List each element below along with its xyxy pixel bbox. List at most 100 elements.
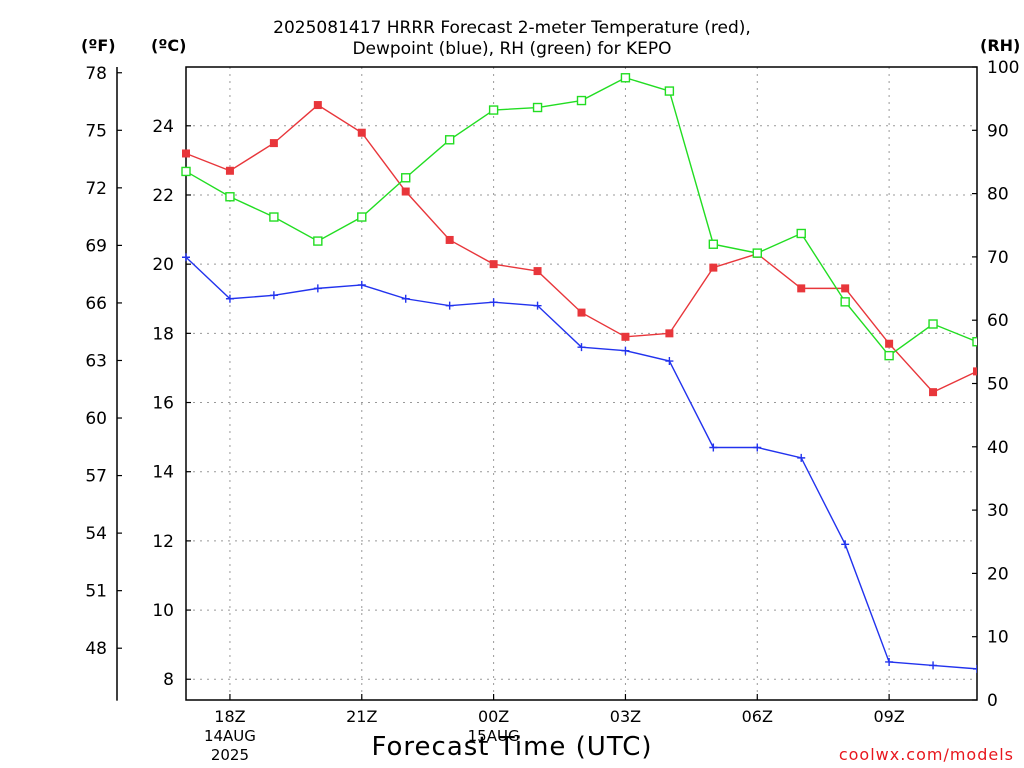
rh-point xyxy=(444,135,455,145)
x-tick-label: 06Z xyxy=(742,707,773,726)
rh-point xyxy=(884,350,894,361)
x-axis-title: Forecast Time (UTC) xyxy=(371,732,653,762)
dewpoint-point xyxy=(357,280,366,289)
fahrenheit-tick-label: 60 xyxy=(85,409,107,429)
fahrenheit-tick-label: 54 xyxy=(85,524,107,544)
rh-tick-label: 50 xyxy=(987,375,1009,395)
dewpoint-point xyxy=(445,301,454,310)
dewpoint-point xyxy=(533,301,542,310)
celsius-tick-label: 24 xyxy=(152,117,174,137)
temperature-point xyxy=(533,267,542,276)
rh-point xyxy=(532,102,543,113)
fahrenheit-tick-label: 48 xyxy=(85,639,107,659)
dewpoint-point xyxy=(225,294,234,303)
fahrenheit-unit-label: (ºF) xyxy=(81,36,116,55)
temperature-point xyxy=(401,187,410,196)
rh-tick-label: 90 xyxy=(987,121,1009,141)
fahrenheit-tick-label: 51 xyxy=(85,582,107,602)
temperature-point xyxy=(269,139,278,148)
fahrenheit-tick-label: 69 xyxy=(85,236,107,256)
celsius-tick-label: 22 xyxy=(152,186,174,206)
dewpoint-point xyxy=(313,284,322,293)
temperature-point xyxy=(709,263,718,272)
x-tick-label: 18Z xyxy=(214,707,245,726)
source-credit[interactable]: coolwx.com/models xyxy=(838,745,1014,764)
temperature-point xyxy=(929,388,938,397)
plot-frame xyxy=(185,66,978,701)
temperature-point xyxy=(841,284,850,293)
dewpoint-point xyxy=(577,343,586,352)
rh-point xyxy=(840,297,850,307)
rh-point xyxy=(752,248,762,258)
rh-point xyxy=(488,105,499,115)
dewpoint-point xyxy=(841,540,850,549)
fahrenheit-tick-label: 78 xyxy=(85,64,107,84)
chart-title-line2: Dewpoint (blue), RH (green) for KEPO xyxy=(352,39,672,59)
rh-point xyxy=(313,236,323,246)
rh-point xyxy=(401,173,411,183)
rh-point xyxy=(269,212,279,222)
x-tick-label: 09Z xyxy=(873,707,904,726)
chart-title-line1: 2025081417 HRRR Forecast 2-meter Tempera… xyxy=(273,18,751,38)
celsius-tick-label: 12 xyxy=(152,532,174,552)
rh-tick-label: 10 xyxy=(987,628,1009,648)
rh-point xyxy=(181,166,191,177)
dewpoint-point xyxy=(489,298,498,307)
dewpoint-point xyxy=(929,661,938,670)
celsius-tick-label: 18 xyxy=(152,324,174,344)
rh-tick-label: 0 xyxy=(987,691,998,711)
dewpoint-point xyxy=(665,357,674,366)
temperature-point xyxy=(445,235,454,244)
celsius-tick-label: 14 xyxy=(152,463,174,483)
fahrenheit-tick-label: 66 xyxy=(85,294,107,314)
rh-tick-label: 60 xyxy=(987,311,1009,331)
rh-point xyxy=(225,192,235,202)
celsius-tick-label: 20 xyxy=(152,255,174,275)
x-tick-label: 03Z xyxy=(610,707,641,726)
dewpoint-point xyxy=(753,443,762,452)
rh-point xyxy=(928,319,938,329)
x-tick-date-label: 14AUG xyxy=(204,727,256,745)
rh-point xyxy=(576,95,587,106)
temperature-point xyxy=(665,329,674,338)
fahrenheit-tick-label: 72 xyxy=(85,179,107,199)
temperature-point xyxy=(973,367,977,376)
rh-point xyxy=(664,86,675,96)
rh-point xyxy=(357,212,367,222)
dewpoint-point xyxy=(182,253,190,262)
fahrenheit-tick-label: 63 xyxy=(85,351,107,371)
rh-tick-label: 100 xyxy=(987,58,1019,78)
dewpoint-point xyxy=(269,291,278,300)
rh-point xyxy=(620,73,631,83)
rh-unit-label: (RH) xyxy=(980,36,1021,55)
temperature-point xyxy=(577,308,586,317)
temperature-point xyxy=(182,149,190,158)
x-tick-year-label: 2025 xyxy=(211,746,249,764)
dewpoint-point xyxy=(973,664,977,673)
rh-point xyxy=(708,239,719,249)
x-tick-date-label: 15AUG xyxy=(468,727,520,745)
temperature-point xyxy=(885,339,894,348)
fahrenheit-tick-label: 75 xyxy=(85,121,107,141)
fahrenheit-tick-label: 57 xyxy=(85,467,107,487)
temperature-point xyxy=(225,166,234,175)
temperature-point xyxy=(621,332,630,341)
dewpoint-point xyxy=(621,346,630,355)
dewpoint-point xyxy=(709,443,718,452)
temperature-point xyxy=(797,284,806,293)
celsius-tick-label: 8 xyxy=(163,670,174,690)
rh-tick-label: 30 xyxy=(987,501,1009,521)
rh-tick-label: 40 xyxy=(987,438,1009,458)
celsius-tick-label: 16 xyxy=(152,394,174,414)
dewpoint-point xyxy=(797,453,806,462)
celsius-tick-label: 10 xyxy=(152,601,174,621)
rh-point xyxy=(796,228,806,239)
celsius-unit-label: (ºC) xyxy=(151,36,187,55)
temperature-point xyxy=(313,101,322,110)
temperature-point xyxy=(357,128,366,137)
dewpoint-point xyxy=(885,657,894,666)
rh-point xyxy=(972,337,977,347)
x-tick-label: 21Z xyxy=(346,707,377,726)
rh-tick-label: 70 xyxy=(987,248,1009,268)
